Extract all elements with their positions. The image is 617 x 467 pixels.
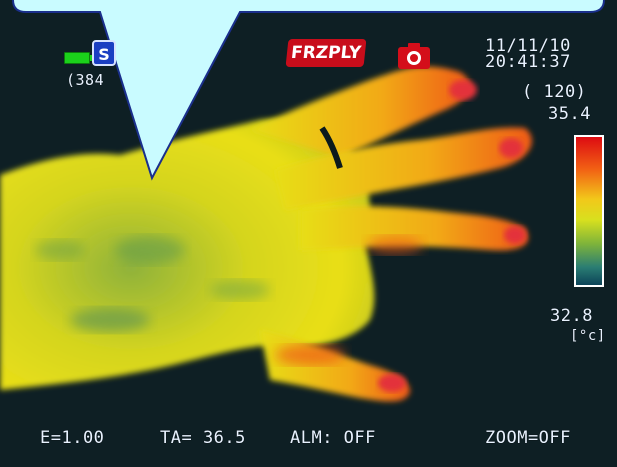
freeze-playback-label: FRZPLY <box>289 43 363 63</box>
battery-icon <box>64 52 93 64</box>
alarm-status: ALM: OFF <box>290 428 376 448</box>
freeze-playback-button[interactable]: FRZPLY <box>285 39 367 67</box>
finger-middle <box>300 206 529 251</box>
time-readout: 20:41:37 <box>485 52 571 72</box>
date-readout: 11/11/10 <box>485 36 571 56</box>
temperature-unit: [°c] <box>570 328 606 344</box>
ring-band <box>319 126 343 169</box>
resolution-readout: (384 <box>66 71 105 89</box>
finger-ring-finger <box>275 127 532 210</box>
scale-min-value: 32.8 <box>550 306 593 326</box>
mode-icon: S <box>92 40 116 66</box>
mode-label: S <box>98 45 110 64</box>
temperature-color-scale <box>574 135 604 287</box>
emissivity-readout: E=1.00 <box>40 428 105 448</box>
finger-index <box>250 66 471 158</box>
frame-counter: ( 120) <box>522 82 587 102</box>
zoom-status: ZOOM=OFF <box>485 428 571 448</box>
ambient-temp-readout: TA= 36.5 <box>160 428 246 448</box>
scale-max-value: 35.4 <box>548 104 591 124</box>
camera-icon[interactable] <box>397 41 431 71</box>
